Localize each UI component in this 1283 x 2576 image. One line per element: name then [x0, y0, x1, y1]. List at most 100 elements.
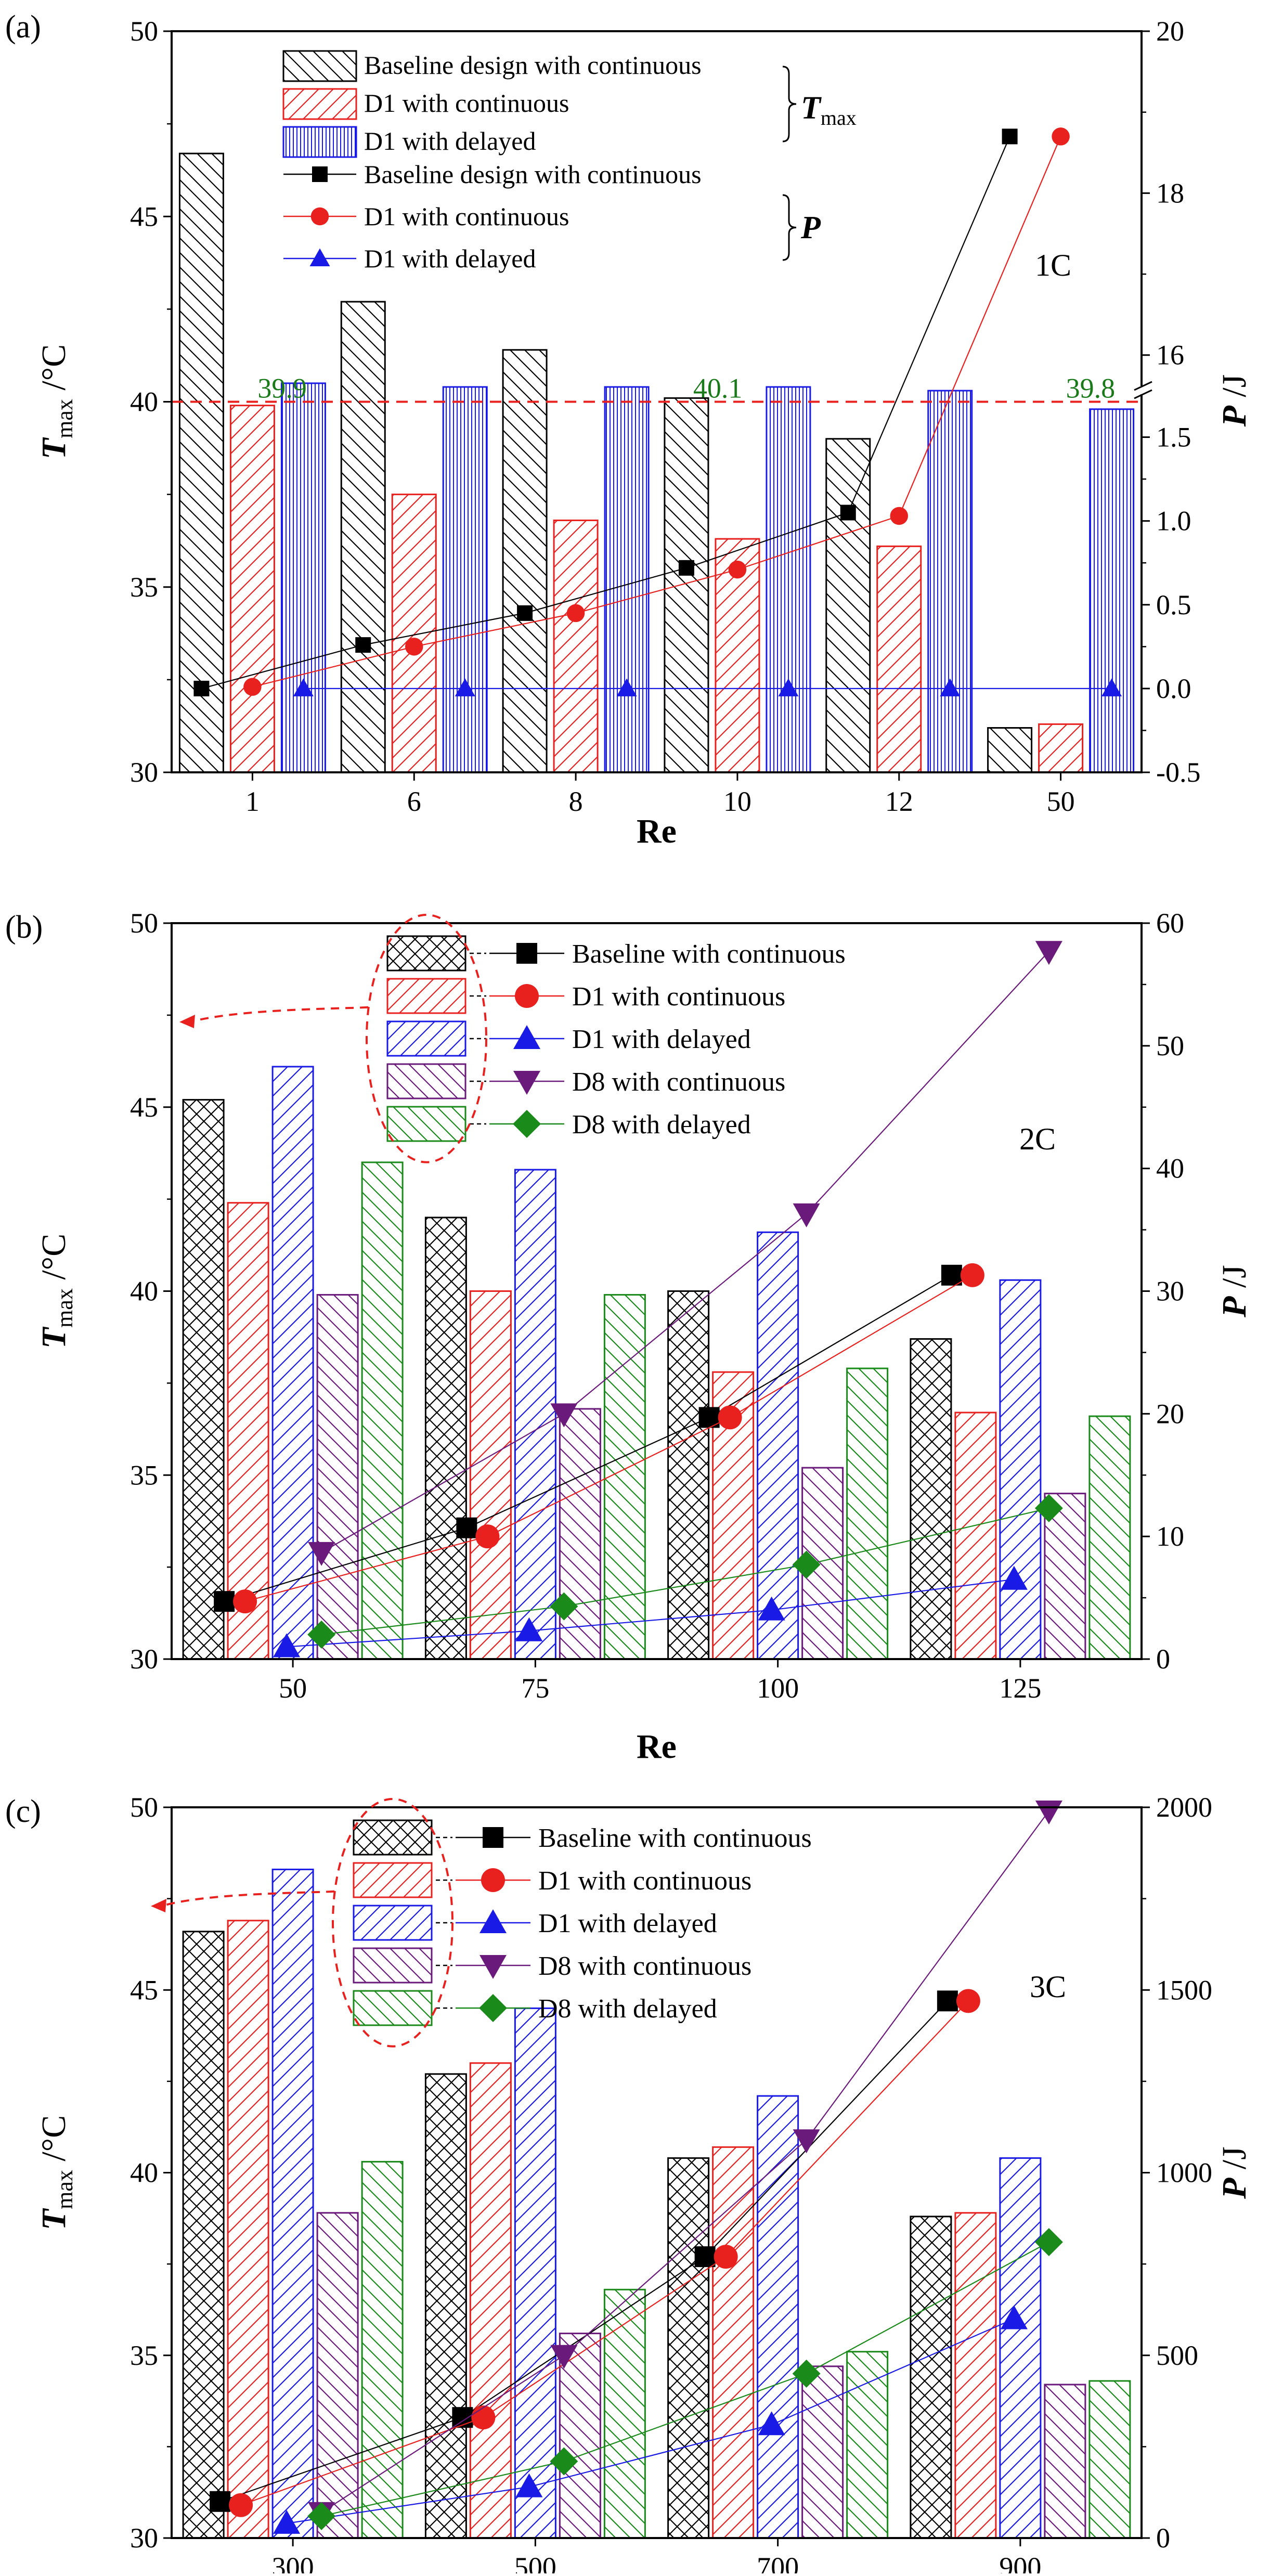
y2-tick-label: 16 [1156, 340, 1184, 371]
y2-tick-label: 1.5 [1156, 422, 1191, 453]
data-point [960, 1263, 984, 1287]
legend-marker [513, 1071, 540, 1095]
x-axis-label: Re [637, 812, 677, 850]
data-point [1052, 127, 1070, 146]
y2-tick-label: 20 [1156, 1398, 1184, 1429]
y-tick-label: 35 [130, 572, 158, 603]
legend-label: D8 with delayed [538, 1994, 717, 2024]
bar [1044, 2384, 1086, 2539]
y2-tick-label: 18 [1156, 177, 1184, 209]
legend-swatch [386, 1020, 466, 1057]
y-tick-label: 50 [130, 16, 158, 47]
bar [227, 1202, 269, 1660]
legend-swatch [353, 1947, 433, 1984]
x-tick-label: 75 [521, 1673, 549, 1704]
bar [514, 1169, 556, 1660]
x-tick-label: 100 [757, 1673, 799, 1704]
bar [271, 1066, 314, 1660]
y-tick-label: 35 [130, 2340, 158, 2371]
data-point [1035, 1801, 1062, 1825]
x-tick-label: 900 [999, 2552, 1041, 2573]
y-tick-label: 35 [130, 1459, 158, 1491]
bar [664, 397, 709, 773]
y-tick-label: 30 [130, 1643, 158, 1675]
y-tick-label: 45 [130, 201, 158, 232]
bar [469, 2062, 512, 2539]
bar [424, 1216, 467, 1660]
series-line [321, 2242, 1049, 2517]
legend-marker [479, 1994, 507, 2022]
data-point [456, 1517, 477, 1538]
y-tick-label: 30 [130, 757, 158, 788]
data-point [210, 2491, 231, 2512]
bar [340, 301, 386, 773]
series-line [286, 2318, 1015, 2524]
bar [391, 494, 437, 773]
data-point [698, 1407, 720, 1428]
y2-tick-label: 60 [1156, 908, 1184, 939]
y-axis-label-sub: max [52, 1288, 77, 1328]
x-tick-label: 6 [407, 786, 421, 817]
y-tick-label: 30 [130, 2522, 158, 2554]
x-tick-label: 500 [514, 2552, 556, 2573]
legend-brace [782, 66, 797, 143]
y-axis-label-sub: max [52, 2170, 77, 2209]
y2-tick-label: 2000 [1156, 1792, 1212, 1823]
data-point [293, 678, 314, 696]
y2-tick-label: 40 [1156, 1153, 1184, 1184]
chart-panel-1: 50 75 100 125 30 35 40 45 50 0 10 20 30 40 50 60 (b) 2C Re… [5, 908, 1253, 1766]
bar [954, 2212, 997, 2539]
legend-brace [782, 194, 797, 261]
x-tick-label: 125 [999, 1673, 1041, 1704]
data-point [193, 680, 210, 696]
x-tick-label: 700 [757, 2552, 799, 2573]
y2-tick-label: 1500 [1156, 1974, 1212, 2005]
bar [559, 2333, 601, 2539]
data-point [229, 2493, 253, 2517]
bar [316, 2212, 359, 2539]
data-point [890, 507, 908, 525]
bar [910, 2216, 952, 2539]
bar [876, 545, 922, 773]
series-line [321, 951, 1049, 1553]
data-point [758, 1596, 785, 1621]
data-point [937, 1990, 958, 2012]
bar [603, 2288, 646, 2539]
bar [667, 2157, 710, 2539]
legend-swatch [353, 1862, 433, 1898]
bar [927, 390, 973, 773]
x-axis-label: Re [637, 1728, 677, 1766]
y-tick-label: 50 [130, 908, 158, 939]
y-axis-label-unit: /°C [35, 1234, 73, 1288]
legend-label: D8 with continuous [538, 1951, 751, 1981]
data-point [1034, 2228, 1063, 2256]
y-tick-label: 45 [130, 1092, 158, 1123]
y-axis-label: Tmax /°C [35, 344, 77, 459]
legend-label: D1 with delayed [364, 126, 536, 156]
y2-tick-label: 0.5 [1156, 589, 1191, 620]
data-point [471, 2405, 496, 2430]
data-point [550, 2345, 578, 2369]
legend-swatch [353, 1905, 433, 1941]
y2-tick-label: 1000 [1156, 2157, 1212, 2189]
plot-frame [171, 30, 1143, 773]
legend-ellipse [366, 914, 487, 1163]
legend-label: D1 with delayed [572, 1025, 751, 1054]
legend-swatch [282, 88, 357, 120]
data-point [1035, 941, 1062, 965]
data-point [678, 560, 694, 576]
legend-marker [309, 248, 330, 266]
y-axis-label-sub: max [52, 399, 77, 438]
data-point [550, 1592, 578, 1621]
series-line [252, 136, 1061, 688]
data-point [273, 1633, 301, 1658]
panel-label: (a) [5, 9, 41, 45]
bar [229, 405, 275, 773]
y-axis-label-main: T [35, 2208, 73, 2230]
bar [667, 1290, 710, 1660]
legend-marker [513, 1025, 540, 1049]
series-line [321, 1507, 1049, 1635]
bar [316, 1294, 359, 1660]
axis-break-mark [1134, 381, 1152, 391]
bar [1044, 1493, 1086, 1660]
